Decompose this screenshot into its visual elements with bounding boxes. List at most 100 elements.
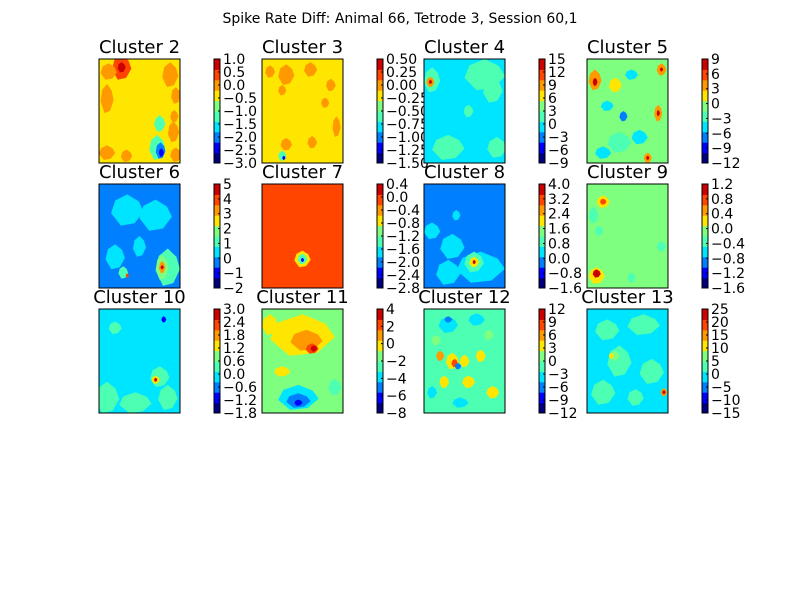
colorbar-tick-label: −3.0	[223, 156, 257, 172]
colorbar-band	[214, 371, 220, 383]
heatmap-contour	[483, 329, 494, 341]
colorbar-tick-label: 0	[548, 354, 557, 370]
heatmap-contour	[167, 121, 180, 143]
heatmap-contour	[304, 62, 318, 77]
colorbar-band	[214, 246, 220, 258]
colorbar-band	[702, 309, 708, 320]
colorbar-band	[702, 204, 708, 216]
colorbar: 42 0−2−4 −6−8	[376, 302, 407, 422]
colorbar-tick-label: −12	[711, 156, 741, 172]
colorbar-band	[702, 194, 708, 206]
heatmap-contour	[656, 110, 660, 117]
colorbar-tick-label: −6	[711, 126, 732, 142]
colorbar-band	[214, 267, 220, 279]
colorbar-band	[702, 131, 708, 143]
heatmap-contour	[608, 352, 614, 359]
colorbar-band	[377, 381, 383, 393]
heatmap-contour	[294, 399, 303, 406]
colorbar-tick-label: 0.0	[711, 222, 733, 238]
colorbar-band	[539, 309, 545, 320]
heatmap-area	[99, 309, 180, 413]
heatmap-contour	[117, 62, 126, 73]
heatmap-contour	[133, 236, 146, 257]
heatmap-contour	[100, 63, 117, 80]
plot-frame	[423, 183, 506, 289]
heatmap-contour	[611, 350, 620, 361]
colorbar-band	[702, 79, 708, 91]
colorbar: 1.20.80.40.0−0.4−0.8−1.2−1.6	[701, 177, 745, 297]
heatmap-contour	[431, 335, 441, 346]
heatmap-area	[587, 59, 668, 163]
heatmap-contour	[274, 366, 291, 377]
colorbar-frame	[701, 58, 709, 164]
colorbar-band	[214, 152, 220, 164]
colorbar-band	[702, 121, 708, 133]
plot-frame	[586, 58, 669, 164]
heatmap-contour	[436, 350, 445, 361]
colorbar-band	[539, 204, 545, 216]
colorbar-band	[214, 100, 220, 112]
colorbar-band	[539, 69, 545, 81]
colorbar-band	[702, 59, 708, 70]
colorbar-band	[539, 100, 545, 112]
colorbar-tick-label: 0.00	[386, 78, 417, 94]
colorbar-band	[214, 111, 220, 122]
heatmap-area	[262, 309, 343, 413]
colorbar-tick-label: −5	[711, 380, 732, 396]
colorbar-frame	[701, 183, 709, 289]
heatmap-contour	[462, 375, 475, 388]
colorbar-tick-label: 0.50	[386, 52, 417, 68]
subplot-title: Cluster 12	[418, 287, 511, 308]
colorbar-band	[214, 194, 220, 206]
colorbar-tick-label: −0.4	[386, 203, 420, 219]
heatmap-contour	[280, 138, 292, 151]
colorbar-tick-label: 3.0	[223, 302, 245, 318]
colorbar-band	[214, 256, 220, 268]
colorbar-tick-label: 0	[386, 337, 395, 353]
heatmap-contour	[119, 392, 152, 413]
panel-cluster-7: Cluster 8 4.03.22.41.60.80.0−0.8−1.6	[423, 162, 582, 297]
colorbar-tick-label: 5	[223, 177, 232, 193]
colorbar-band	[539, 215, 545, 227]
subplot-title: Cluster 2	[99, 37, 180, 58]
heatmap-contour	[600, 100, 614, 111]
colorbar-band	[539, 236, 545, 247]
colorbar-band	[702, 340, 708, 352]
subplot-title: Cluster 3	[262, 37, 343, 58]
heatmap-contour	[625, 69, 638, 80]
colorbar-tick-label: −2.0	[386, 255, 420, 271]
colorbar-band	[377, 329, 383, 341]
colorbar-band	[214, 225, 220, 237]
colorbar-tick-label: −6	[386, 389, 407, 405]
heatmap-contour	[475, 349, 486, 362]
colorbar-band	[377, 111, 383, 122]
colorbar-band	[702, 90, 708, 102]
heatmap-contour	[607, 131, 632, 153]
colorbar-band	[377, 225, 383, 237]
colorbar-tick-label: 20	[711, 315, 729, 331]
heatmap-contour	[452, 210, 461, 221]
colorbar-band	[377, 246, 383, 258]
colorbar-band	[214, 59, 220, 70]
heatmap-area	[424, 309, 505, 413]
colorbar-band	[377, 340, 383, 352]
colorbar-tick-label: −0.50	[386, 104, 429, 120]
heatmap-contour	[99, 381, 120, 413]
colorbar-tick-label: 3	[223, 207, 232, 223]
colorbar-tick-label: 9	[548, 78, 557, 94]
colorbar-band	[214, 121, 220, 133]
colorbar-tick-label: 0.0	[548, 251, 570, 267]
colorbar-band	[539, 111, 545, 122]
heatmap-contour	[588, 206, 599, 224]
colorbar: 0.500.250.00−0.25−0.50−0.75−1.00−1.25−1.…	[376, 52, 429, 172]
colorbar-tick-label: 10	[711, 341, 729, 357]
colorbar-tick-label: 1.6	[548, 222, 570, 238]
colorbar-tick-label: −1.50	[386, 156, 429, 172]
heatmap-contour	[438, 316, 458, 333]
heatmap-contour	[439, 375, 450, 388]
colorbar-band	[539, 256, 545, 268]
colorbar-band	[377, 309, 383, 320]
